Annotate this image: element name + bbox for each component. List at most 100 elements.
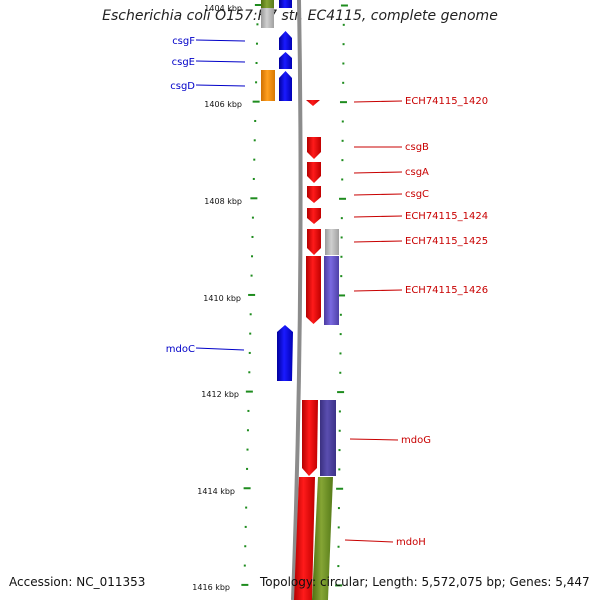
- minor-tick: [342, 43, 345, 46]
- minor-tick: [341, 120, 344, 123]
- major-tick: [336, 487, 344, 490]
- major-tick: [337, 391, 345, 394]
- minor-tick: [338, 429, 341, 432]
- gene-label: mdoG: [401, 435, 431, 446]
- minor-tick: [246, 467, 249, 470]
- scale-label: 1416 kbp: [192, 583, 230, 592]
- minor-tick: [256, 23, 259, 26]
- minor-tick: [247, 409, 250, 412]
- gene-ECH74115_1424-shape[interactable]: [307, 208, 321, 224]
- major-tick: [339, 197, 347, 200]
- scale-label: 1410 kbp: [203, 294, 241, 303]
- gene-ECH74115_1424[interactable]: ECH74115_1424: [353, 211, 488, 222]
- gene-label: csgD: [170, 81, 195, 92]
- minor-tick: [243, 564, 246, 567]
- minor-tick: [340, 255, 343, 258]
- gray-feature-top: [261, 8, 274, 28]
- minor-tick: [248, 371, 251, 374]
- minor-tick: [248, 351, 251, 354]
- gene-label: mdoC: [166, 344, 195, 355]
- minor-tick: [341, 139, 344, 142]
- gene-label: ECH74115_1424: [405, 211, 488, 222]
- minor-tick: [244, 525, 247, 528]
- major-tick: [338, 294, 346, 297]
- olive-feature: [312, 477, 333, 600]
- major-tick: [250, 197, 258, 200]
- minor-tick: [338, 410, 341, 413]
- minor-tick: [255, 42, 258, 45]
- gene-label: ECH74115_1426: [405, 285, 488, 296]
- minor-tick: [339, 313, 342, 316]
- gene-csgF[interactable]: csgF: [172, 36, 246, 47]
- gene-ECH74115_1426[interactable]: ECH74115_1426: [353, 285, 488, 296]
- gene-csgC[interactable]: csgC: [353, 189, 429, 200]
- gene-csgA-shape[interactable]: [307, 162, 321, 183]
- minor-tick: [341, 159, 344, 162]
- gene-ECH74115_1425-shape[interactable]: [307, 229, 321, 255]
- gene-ECH74115_1420[interactable]: ECH74115_1420: [353, 96, 488, 107]
- gene-csgD-shape[interactable]: [279, 71, 292, 101]
- minor-tick: [341, 178, 344, 181]
- minor-tick: [339, 371, 342, 374]
- minor-tick: [340, 217, 343, 220]
- gene-ECH74115_1420-shape[interactable]: [306, 100, 320, 106]
- scale-label: 1414 kbp: [197, 487, 235, 496]
- indigo-feature: [320, 400, 336, 476]
- gene-label: csgB: [405, 142, 429, 153]
- gene-csgB[interactable]: csgB: [354, 142, 429, 153]
- minor-tick: [249, 332, 252, 335]
- gene-mdoH[interactable]: mdoH: [344, 537, 426, 548]
- gene-csgA[interactable]: csgA: [353, 167, 429, 178]
- gene-label: csgA: [405, 167, 429, 178]
- major-tick: [335, 584, 343, 587]
- minor-tick: [255, 81, 258, 84]
- minor-tick: [337, 545, 340, 548]
- minor-tick: [246, 448, 249, 451]
- gene-ECH74115_1426-shape[interactable]: [306, 256, 321, 324]
- minor-tick: [245, 506, 248, 509]
- gene-csgF-shape[interactable]: [279, 31, 292, 50]
- scale-label: 1406 kbp: [204, 100, 242, 109]
- major-tick: [248, 293, 256, 296]
- gene-mdoG[interactable]: mdoG: [349, 435, 431, 446]
- forward-feature-top: [279, 0, 292, 8]
- minor-tick: [251, 255, 254, 258]
- gene-mdoH-shape[interactable]: [294, 477, 315, 600]
- minor-tick: [244, 545, 247, 548]
- minor-tick: [337, 526, 340, 529]
- major-tick: [245, 390, 253, 393]
- major-tick: [241, 583, 249, 586]
- scale-labels: 1404 kbp 1406 kbp 1408 kbp 1410 kbp 1412…: [192, 4, 242, 592]
- scale-label: 1404 kbp: [204, 4, 242, 13]
- gene-label: ECH74115_1420: [405, 96, 488, 107]
- gene-mdoC[interactable]: mdoC: [166, 344, 245, 355]
- minor-tick: [250, 274, 253, 277]
- minor-tick: [342, 23, 345, 26]
- ruler-ticks: [241, 4, 348, 587]
- major-tick: [252, 100, 260, 103]
- gene-mdoC-shape[interactable]: [277, 325, 293, 381]
- major-tick: [339, 101, 347, 104]
- minor-tick: [342, 81, 345, 84]
- minor-tick: [253, 139, 256, 142]
- minor-tick: [340, 275, 343, 278]
- genome-summary-text: Topology: circular; Length: 5,572,075 bp…: [260, 575, 590, 589]
- gene-csgB-shape[interactable]: [307, 137, 321, 159]
- minor-tick: [251, 216, 254, 219]
- gene-ECH74115_1425[interactable]: ECH74115_1425: [353, 236, 488, 247]
- minor-tick: [339, 333, 342, 336]
- minor-tick: [338, 449, 341, 452]
- gene-csgC-shape[interactable]: [307, 186, 321, 203]
- minor-tick: [253, 158, 256, 161]
- gene-mdoG-shape[interactable]: [302, 400, 318, 476]
- minor-tick: [254, 119, 257, 122]
- minor-tick: [246, 429, 249, 432]
- olive-feature-top: [261, 0, 274, 8]
- orange-feature: [261, 70, 275, 101]
- gene-csgD[interactable]: csgD: [170, 81, 246, 92]
- gene-csgE[interactable]: csgE: [172, 57, 246, 68]
- gene-csgE-shape[interactable]: [279, 52, 292, 69]
- minor-tick: [339, 352, 342, 355]
- minor-tick: [255, 61, 258, 64]
